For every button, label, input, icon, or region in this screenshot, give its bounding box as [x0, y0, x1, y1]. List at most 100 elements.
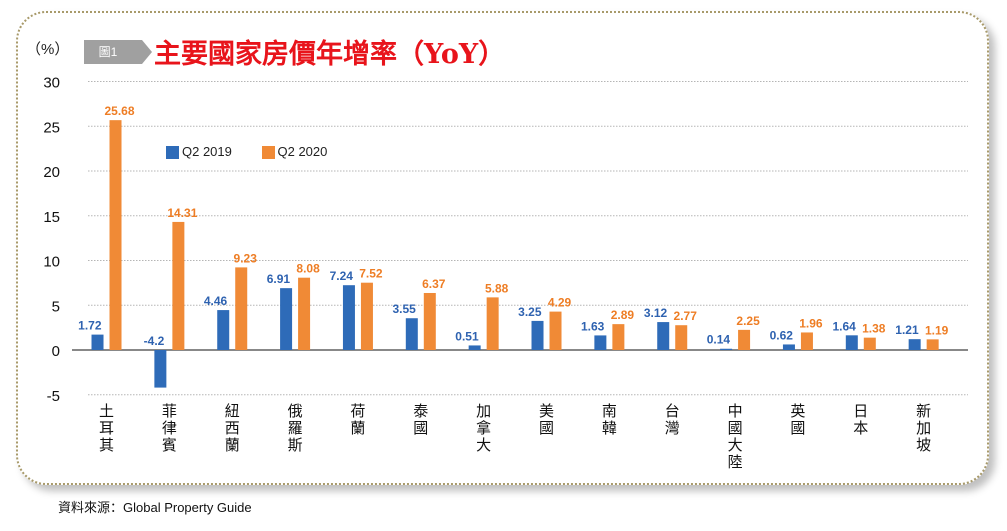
- source-note: 資料來源：Global Property Guide: [58, 500, 252, 515]
- y-tick-label: 0: [52, 343, 60, 360]
- data-label: 4.46: [204, 294, 228, 308]
- bar-q2-2020: [423, 292, 436, 350]
- data-label: 1.96: [799, 316, 823, 330]
- data-label: 25.68: [104, 104, 134, 118]
- bar-q2-2019: [154, 350, 167, 388]
- data-label: 7.24: [330, 269, 354, 283]
- x-tick-label: 南: [602, 402, 617, 420]
- bar-q2-2019: [91, 334, 104, 350]
- x-tick-label: 西: [225, 419, 240, 437]
- y-tick-label: 10: [43, 254, 60, 271]
- data-label: 0.14: [707, 333, 731, 347]
- x-tick-label: 本: [853, 419, 868, 437]
- x-tick-label: 泰: [413, 402, 428, 420]
- x-tick-label: 加: [916, 419, 931, 437]
- y-tick-label: 30: [43, 75, 60, 92]
- bar-q2-2019: [908, 339, 921, 350]
- data-label: 6.37: [422, 277, 446, 291]
- x-tick-label: 陸: [728, 453, 743, 471]
- x-tick-label: 其: [99, 436, 114, 454]
- x-tick-label: 坡: [916, 436, 931, 454]
- x-tick-label: 律: [162, 419, 177, 437]
- legend: Q2 2019 Q2 2020: [166, 143, 353, 160]
- bar-q2-2020: [612, 324, 625, 350]
- data-label: 1.19: [925, 323, 949, 337]
- bar-q2-2020: [863, 337, 876, 350]
- bar-q2-2019: [405, 318, 418, 350]
- y-tick-label: -5: [47, 388, 60, 405]
- y-tick-label: 15: [43, 209, 60, 226]
- data-label: 2.89: [611, 308, 635, 322]
- data-label: 6.91: [267, 272, 291, 286]
- x-tick-label: 斯: [288, 436, 303, 454]
- bar-q2-2020: [235, 267, 248, 350]
- bar-q2-2019: [468, 345, 481, 350]
- y-tick-label: 20: [43, 164, 60, 181]
- x-tick-label: 國: [790, 419, 805, 437]
- x-tick-label: 美: [539, 402, 554, 420]
- data-label: -4.2: [144, 334, 165, 348]
- x-tick-label: 紐: [225, 402, 240, 420]
- x-tick-label: 蘭: [225, 436, 240, 454]
- x-tick-label: 菲: [162, 402, 177, 420]
- data-label: 0.62: [770, 328, 794, 342]
- data-label: 1.63: [581, 319, 605, 333]
- x-tick-label: 賓: [162, 436, 177, 454]
- x-tick-label: 英: [790, 402, 805, 420]
- data-label: 1.72: [78, 319, 102, 333]
- bar-q2-2020: [172, 221, 185, 350]
- data-label: 2.25: [736, 314, 760, 328]
- bar-q2-2020: [926, 339, 939, 350]
- data-label: 0.51: [455, 329, 479, 343]
- bar-q2-2020: [800, 332, 813, 350]
- y-tick-label: 5: [52, 298, 60, 315]
- data-label: 8.08: [296, 262, 320, 276]
- x-tick-label: 灣: [665, 419, 680, 437]
- data-label: 1.21: [895, 323, 919, 337]
- legend-item-q2-2019: Q2 2019: [166, 144, 232, 160]
- bar-q2-2020: [549, 311, 562, 350]
- legend-label-q2-2020: Q2 2020: [277, 144, 328, 160]
- data-label: 3.55: [392, 302, 416, 316]
- x-tick-label: 國: [413, 419, 428, 437]
- bar-q2-2020: [675, 325, 688, 350]
- x-tick-label: 荷: [350, 402, 365, 420]
- bar-q2-2019: [280, 288, 293, 350]
- data-label: 4.29: [548, 296, 572, 310]
- x-tick-label: 蘭: [350, 419, 365, 437]
- x-tick-label: 日: [853, 402, 868, 420]
- data-label: 5.88: [485, 281, 509, 295]
- figure-badge-arrow: [142, 40, 152, 64]
- legend-swatch-q2-2020: [261, 146, 275, 160]
- legend-swatch-q2-2019: [166, 146, 179, 160]
- chart-title: 主要國家房價年增率（YoY）: [154, 39, 506, 70]
- bar-q2-2020: [360, 282, 373, 350]
- legend-label-q2-2019: Q2 2019: [182, 144, 232, 160]
- x-tick-label: 大: [728, 436, 743, 454]
- x-tick-label: 台: [665, 402, 680, 420]
- x-tick-label: 土: [99, 402, 114, 420]
- x-tick-label: 韓: [602, 419, 617, 437]
- bar-q2-2019: [657, 322, 670, 350]
- x-tick-label: 國: [539, 419, 554, 437]
- bar-q2-2019: [845, 335, 858, 350]
- x-tick-label: 羅: [288, 419, 303, 437]
- y-axis-unit-label: （%）: [26, 41, 70, 58]
- data-label: 1.64: [832, 319, 856, 333]
- data-label: 7.52: [359, 267, 383, 281]
- x-tick-label: 耳: [99, 419, 114, 437]
- bar-q2-2020: [486, 297, 499, 350]
- bar-q2-2019: [720, 348, 733, 350]
- figure-badge: 圖1: [84, 40, 142, 64]
- bar-q2-2019: [594, 335, 607, 350]
- data-label: 1.38: [862, 322, 886, 336]
- x-tick-label: 俄: [288, 402, 303, 420]
- bar-q2-2019: [342, 285, 355, 350]
- bar-q2-2020: [298, 277, 311, 350]
- bar-q2-2020: [109, 120, 122, 350]
- bar-q2-2019: [531, 320, 544, 350]
- legend-item-q2-2020: Q2 2020: [261, 144, 328, 160]
- y-tick-label: 25: [43, 119, 60, 136]
- x-tick-label: 中: [728, 402, 743, 420]
